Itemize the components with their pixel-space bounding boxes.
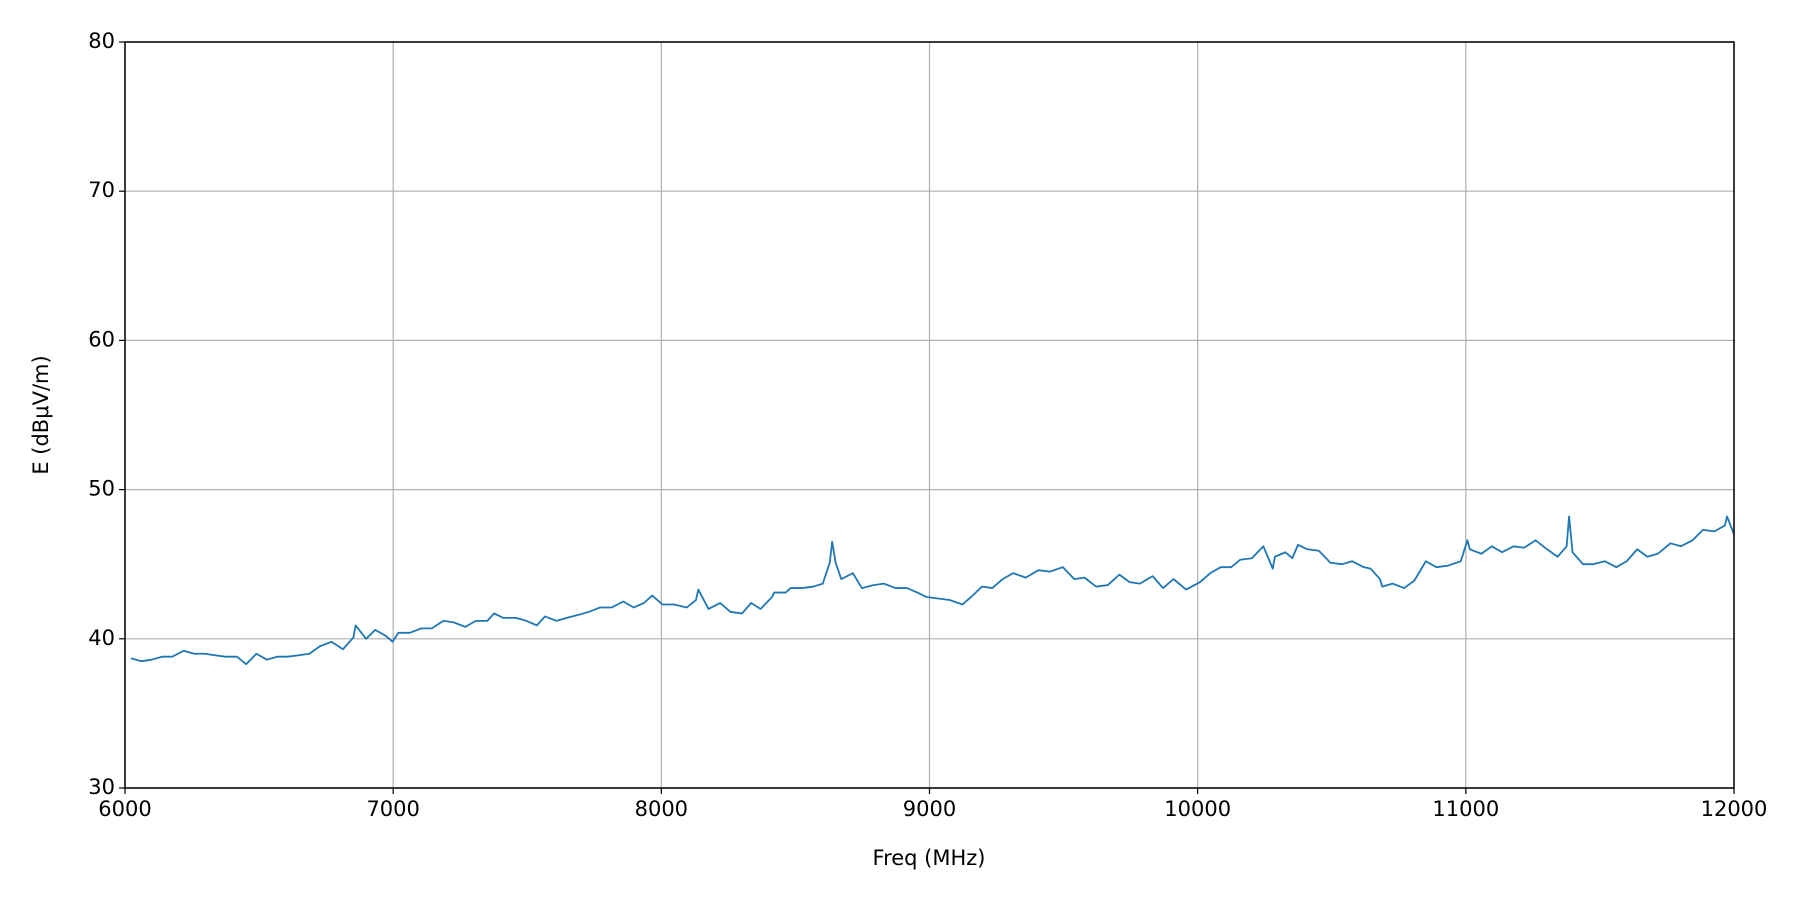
x-tick-label: 11000 bbox=[1432, 797, 1499, 821]
data-line bbox=[130, 515, 1735, 666]
x-tick-label: 8000 bbox=[635, 797, 688, 821]
x-tick-label: 12000 bbox=[1701, 797, 1768, 821]
plot-frame bbox=[124, 41, 1735, 789]
x-tick-label: 6000 bbox=[98, 797, 151, 821]
y-tick-label: 50 bbox=[88, 477, 115, 501]
x-tick-label: 10000 bbox=[1164, 797, 1231, 821]
x-tick-label: 9000 bbox=[903, 797, 956, 821]
y-tick-label: 30 bbox=[88, 775, 115, 799]
x-axis-label: Freq (MHz) bbox=[873, 846, 986, 870]
y-tick-label: 80 bbox=[88, 29, 115, 53]
x-tick-label: 7000 bbox=[366, 797, 419, 821]
y-tick-label: 60 bbox=[88, 327, 115, 351]
y-axis-label: E (dBμV/m) bbox=[29, 355, 53, 474]
y-tick-label: 70 bbox=[88, 178, 115, 202]
y-tick-label: 40 bbox=[88, 626, 115, 650]
